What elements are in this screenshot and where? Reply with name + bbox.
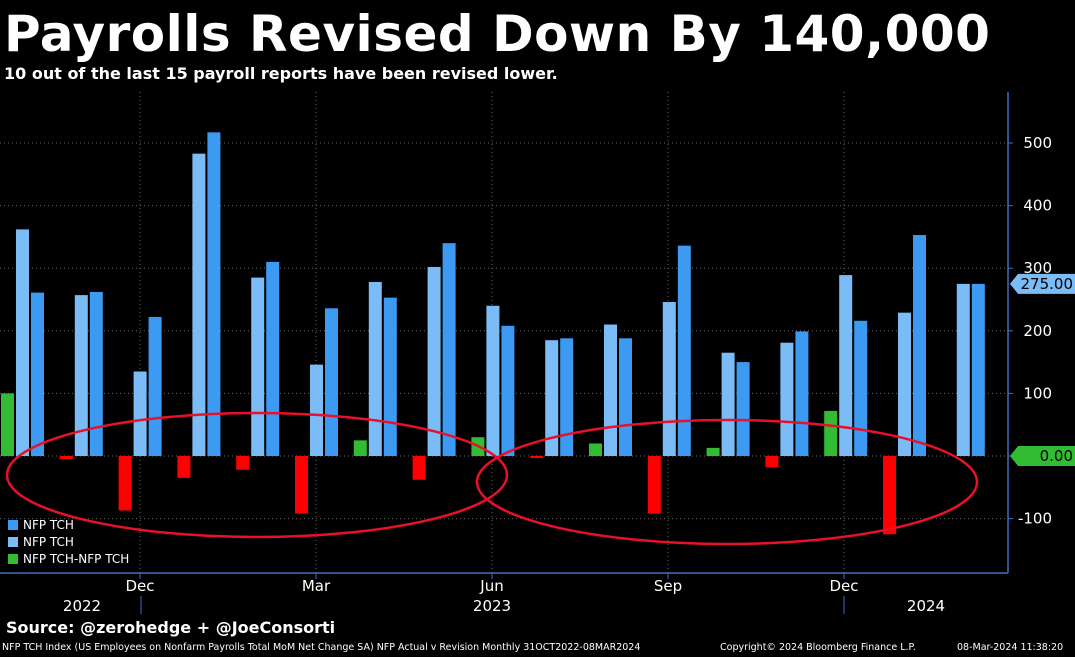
bar-revised <box>31 292 44 456</box>
last-value-badge <box>1010 446 1075 466</box>
bar-difference <box>706 447 720 456</box>
y-tick-label: 100 <box>1023 384 1052 402</box>
bar-difference <box>236 456 250 470</box>
bar-difference <box>1 393 14 456</box>
y-tick-label: 200 <box>1023 322 1052 340</box>
legend-label-revised: NFP TCH <box>23 517 74 532</box>
bar-revised <box>677 245 691 456</box>
y-tick-label: 500 <box>1023 134 1052 152</box>
x-tick-label: Sep <box>654 577 682 595</box>
bar-difference <box>883 456 896 535</box>
footer-description: NFP TCH Index (US Employees on Nonfarm P… <box>2 642 641 653</box>
last-value-label: 0.00 <box>1040 447 1073 465</box>
bar-initial <box>662 302 676 456</box>
chart-title: Payrolls Revised Down By 140,000 <box>4 5 991 63</box>
annotation-ellipse-right <box>475 418 979 546</box>
bar-revised <box>325 308 338 456</box>
bar-difference <box>295 456 308 514</box>
bar-difference <box>412 456 426 480</box>
source-credit: Source: @zerohedge + @JoeConsorti <box>6 618 336 637</box>
bar-revised <box>89 291 103 456</box>
bar-initial <box>192 153 206 456</box>
bar-initial <box>133 371 147 456</box>
legend-item-difference: NFP TCH-NFP TCH <box>8 550 129 567</box>
bar-revised <box>971 283 985 456</box>
bar-initial <box>16 229 29 456</box>
bar-revised <box>736 362 750 456</box>
bar-difference <box>824 410 838 456</box>
bar-revised <box>207 132 221 456</box>
bar-initial <box>486 305 500 456</box>
bar-initial <box>545 340 559 456</box>
bar-initial <box>368 281 382 456</box>
legend-label-difference: NFP TCH-NFP TCH <box>23 551 130 566</box>
bar-initial <box>721 352 735 456</box>
bar-initial <box>956 283 970 456</box>
footer-copyright: Copyright© 2024 Bloomberg Finance L.P. <box>720 642 916 653</box>
legend-item-revised: NFP TCH <box>8 516 129 533</box>
bar-initial <box>427 266 441 456</box>
legend-swatch-initial <box>8 536 18 547</box>
bar-revised <box>442 243 456 456</box>
x-tick-label: Dec <box>829 577 858 595</box>
bar-initial <box>839 275 853 456</box>
bar-difference <box>530 456 544 458</box>
bar-revised <box>148 317 162 456</box>
bar-initial <box>604 324 617 456</box>
bar-difference <box>589 443 602 456</box>
bar-revised <box>619 338 632 456</box>
footer-timestamp: 08-Mar-2024 11:38:20 <box>957 642 1064 653</box>
x-tick-label: Mar <box>302 577 331 595</box>
bar-difference <box>118 456 132 511</box>
bar-difference <box>647 456 661 514</box>
x-tick-label: Dec <box>125 577 154 595</box>
bar-difference <box>59 456 73 460</box>
legend-swatch-difference <box>8 553 18 564</box>
bar-initial <box>74 295 88 456</box>
bar-difference <box>177 456 191 478</box>
bar-initial <box>780 342 794 456</box>
bar-revised <box>501 325 515 456</box>
legend-swatch-revised <box>8 519 18 530</box>
bar-revised <box>795 331 809 456</box>
year-label: 2024 <box>907 597 945 615</box>
legend-item-initial: NFP TCH <box>8 533 129 550</box>
bar-difference <box>765 456 779 468</box>
chart-legend: NFP TCH NFP TCH NFP TCH-NFP TCH <box>8 516 129 567</box>
y-tick-label: 400 <box>1023 197 1052 215</box>
bar-revised <box>854 320 868 456</box>
bar-revised <box>266 261 280 456</box>
last-value-label: 275.00 <box>1021 275 1074 293</box>
year-label: 2022 <box>63 597 101 615</box>
bar-initial <box>310 364 323 456</box>
x-tick-label: Jun <box>479 577 503 595</box>
bar-revised <box>383 297 397 456</box>
annotation-ellipse-left <box>5 411 509 539</box>
bar-initial <box>898 312 911 456</box>
bar-difference <box>353 440 367 456</box>
bar-revised <box>913 235 926 456</box>
bar-initial <box>251 277 265 456</box>
chart-subtitle: 10 out of the last 15 payroll reports ha… <box>4 64 558 83</box>
bar-revised <box>560 338 574 456</box>
y-tick-label: 300 <box>1023 259 1052 277</box>
last-value-badge <box>1010 273 1075 294</box>
year-label: 2023 <box>473 597 511 615</box>
legend-label-initial: NFP TCH <box>23 534 74 549</box>
y-tick-label: -100 <box>1018 510 1052 528</box>
